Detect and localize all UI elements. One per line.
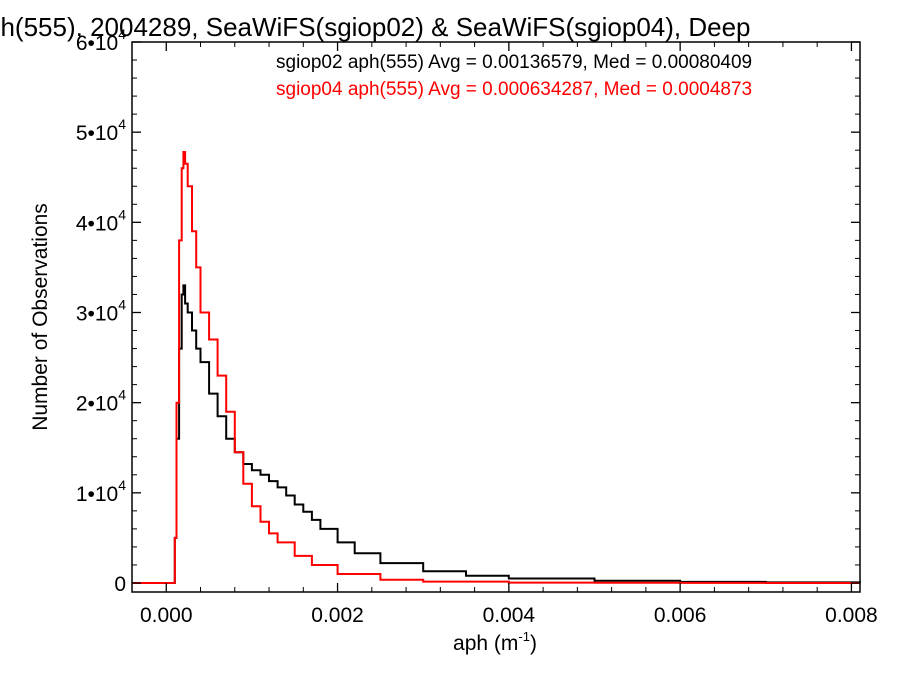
x-axis-title: aph (m-1) [453,629,537,655]
y-tick-label: 5•104 [76,116,126,145]
y-tick-label: 0 [114,573,126,596]
x-tick-label: 0.000 [140,604,193,627]
series-line-0 [132,284,861,584]
y-tick-label: 2•104 [76,387,126,416]
x-axis-title-main: aph (m [453,632,518,655]
chart-title: ph(555), 2004289, SeaWiFS(sgiop02) & Sea… [0,12,751,42]
y-tick-label: 1•104 [76,477,126,506]
y-tick-label: 6•104 [76,26,126,55]
y-axis-title: Number of Observations [29,203,52,431]
plot-frame [131,41,861,593]
x-tick-label: 0.004 [483,604,536,627]
x-tick-label: 0.006 [654,604,707,627]
annotation-sgiop04: sgiop04 aph(555) Avg = 0.000634287, Med … [276,79,752,100]
x-tick-label: 0.008 [825,604,878,627]
y-tick-label: 4•104 [76,206,126,235]
y-tick-label: 3•104 [76,296,126,325]
tick-layer: 0.000 0.002 0.004 0.006 0.008 0 1•104 2•104 3•10… [76,26,878,627]
series-layer [132,151,861,584]
series-line-1 [132,151,860,584]
x-axis-title-tail: ) [530,632,537,655]
x-axis-title-exponent: -1 [518,629,530,644]
annotation-sgiop02: sgiop02 aph(555) Avg = 0.00136579, Med =… [276,52,752,73]
x-tick-label: 0.002 [311,604,364,627]
